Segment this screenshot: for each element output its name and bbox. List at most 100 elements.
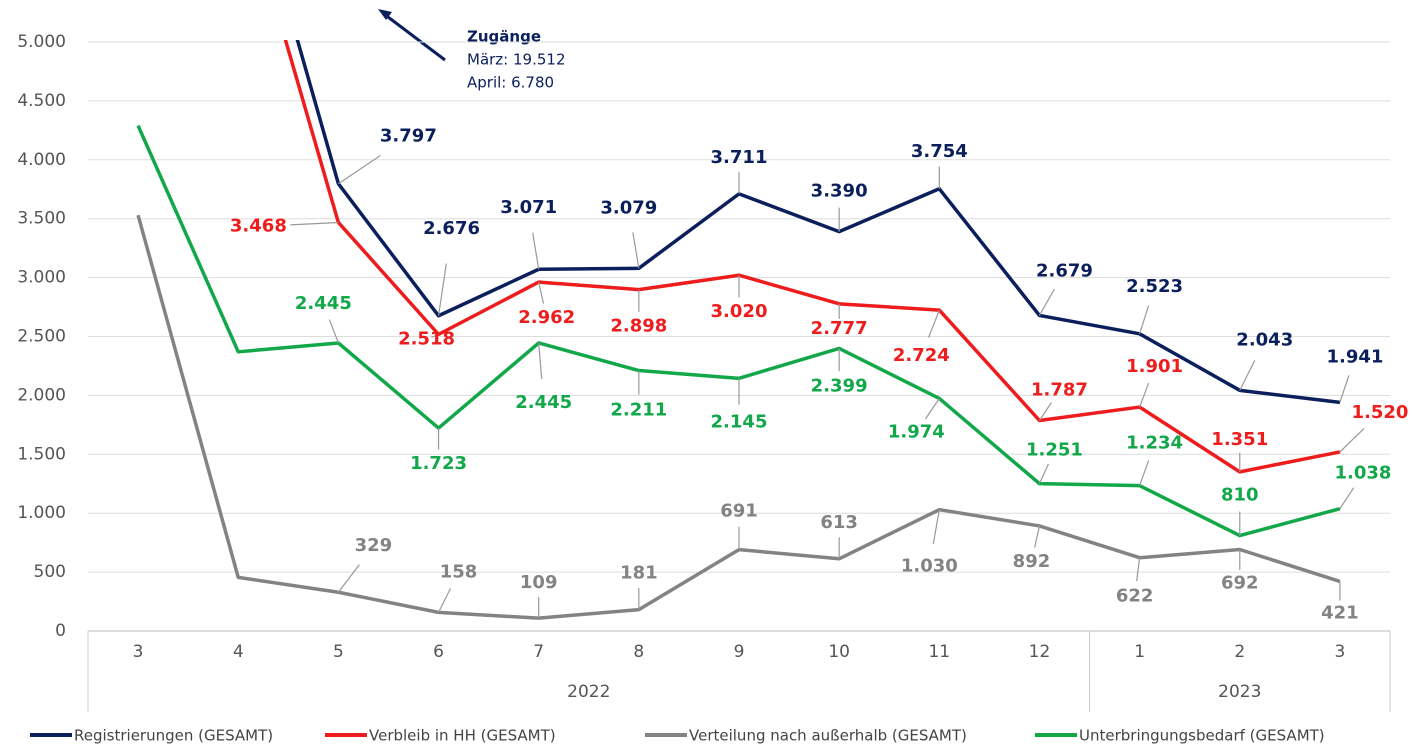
leader-line bbox=[328, 319, 339, 344]
y-tick-label: 4.500 bbox=[17, 91, 66, 111]
data-label: 1.234 bbox=[1126, 433, 1183, 454]
leader-line bbox=[337, 564, 360, 593]
annotation-arrowhead bbox=[378, 9, 392, 20]
y-tick-label: 5.000 bbox=[17, 32, 66, 52]
data-label: 2.679 bbox=[1036, 260, 1093, 281]
data-label: 3.071 bbox=[500, 197, 557, 218]
leader-line bbox=[338, 155, 381, 185]
data-label: 692 bbox=[1221, 572, 1259, 593]
data-label: 1.520 bbox=[1351, 402, 1408, 423]
data-label: 2.399 bbox=[811, 375, 868, 396]
x-tick-label: 3 bbox=[1335, 642, 1346, 662]
data-label: 3.711 bbox=[711, 147, 768, 168]
data-label: 1.901 bbox=[1126, 356, 1183, 377]
legend-label: Verteilung nach außerhalb (GESAMT) bbox=[689, 727, 967, 745]
data-label: 1.974 bbox=[888, 421, 945, 442]
x-tick-label: 1 bbox=[1134, 642, 1145, 662]
leader-line bbox=[438, 588, 452, 613]
data-label: 1.351 bbox=[1211, 429, 1268, 450]
annotation-title: Zugänge bbox=[467, 28, 541, 46]
leader-line bbox=[1239, 360, 1256, 391]
x-tick-label: 7 bbox=[533, 642, 544, 662]
data-label: 158 bbox=[440, 561, 478, 582]
leader-line bbox=[290, 221, 339, 226]
data-label: 2.145 bbox=[711, 411, 768, 432]
data-label: 1.787 bbox=[1031, 379, 1088, 400]
data-label: 181 bbox=[620, 563, 658, 584]
data-label: 2.898 bbox=[610, 316, 667, 337]
x-tick-label: 9 bbox=[734, 642, 745, 662]
x-group-label: 2022 bbox=[567, 682, 610, 702]
leader-line bbox=[431, 333, 439, 338]
legend-label: Registrierungen (GESAMT) bbox=[74, 727, 273, 745]
y-tick-label: 3.500 bbox=[17, 209, 66, 229]
annotation-line: April: 6.780 bbox=[467, 74, 554, 92]
leader-line bbox=[538, 342, 543, 380]
data-label: 1.723 bbox=[410, 453, 467, 474]
leader-line bbox=[437, 263, 447, 316]
leader-line bbox=[1038, 463, 1050, 484]
leader-line bbox=[1136, 557, 1141, 582]
x-tick-label: 11 bbox=[928, 642, 950, 662]
data-label: 1.030 bbox=[901, 556, 958, 577]
x-tick-label: 8 bbox=[633, 642, 644, 662]
data-label: 810 bbox=[1221, 485, 1259, 506]
y-tick-label: 2.500 bbox=[17, 327, 66, 347]
data-label: 691 bbox=[720, 501, 758, 522]
leader-line bbox=[532, 232, 540, 270]
leader-line bbox=[1339, 375, 1350, 403]
data-label: 2.445 bbox=[515, 392, 572, 413]
data-label: 1.251 bbox=[1026, 440, 1083, 461]
leader-line bbox=[1139, 460, 1150, 486]
data-label: 2.043 bbox=[1236, 329, 1293, 350]
data-label: 3.468 bbox=[230, 215, 287, 236]
data-label: 2.523 bbox=[1126, 276, 1183, 297]
x-group-label: 2023 bbox=[1218, 682, 1261, 702]
data-label: 892 bbox=[1013, 551, 1051, 572]
x-tick-label: 4 bbox=[233, 642, 244, 662]
data-label: 3.797 bbox=[380, 126, 437, 147]
y-tick-label: 2.000 bbox=[17, 385, 66, 405]
y-tick-label: 500 bbox=[34, 562, 66, 582]
data-label: 1.038 bbox=[1334, 463, 1391, 484]
y-tick-label: 1.000 bbox=[17, 503, 66, 523]
data-label: 2.724 bbox=[893, 345, 950, 366]
x-tick-label: 2 bbox=[1234, 642, 1245, 662]
x-tick-label: 6 bbox=[433, 642, 444, 662]
data-label: 2.962 bbox=[518, 307, 575, 328]
leader-line bbox=[925, 398, 940, 420]
data-label: 329 bbox=[355, 535, 393, 556]
legend-label: Verbleib in HH (GESAMT) bbox=[369, 727, 556, 745]
data-label: 3.754 bbox=[911, 141, 968, 162]
leader-line bbox=[1139, 305, 1150, 334]
legend-label: Unterbringungsbedarf (GESAMT) bbox=[1079, 727, 1325, 745]
x-tick-label: 3 bbox=[133, 642, 144, 662]
leader-line bbox=[538, 281, 545, 304]
annotation-arrow bbox=[383, 12, 446, 62]
data-label: 3.020 bbox=[711, 301, 768, 322]
leader-line bbox=[1339, 428, 1365, 453]
data-label: 2.445 bbox=[295, 293, 352, 314]
annotation-line: März: 19.512 bbox=[467, 51, 565, 69]
data-label: 622 bbox=[1116, 586, 1154, 607]
leader-line bbox=[1339, 487, 1355, 510]
data-label: 3.079 bbox=[600, 197, 657, 218]
x-tick-label: 12 bbox=[1029, 642, 1051, 662]
data-label: 1.941 bbox=[1326, 346, 1383, 367]
y-tick-label: 4.000 bbox=[17, 150, 66, 170]
leader-line bbox=[927, 309, 940, 338]
data-label: 421 bbox=[1321, 602, 1359, 623]
x-tick-label: 10 bbox=[828, 642, 850, 662]
leader-line bbox=[1139, 382, 1150, 408]
leader-line bbox=[632, 232, 640, 269]
leader-line bbox=[1038, 288, 1055, 316]
series-line bbox=[295, 40, 1341, 405]
y-tick-label: 3.000 bbox=[17, 268, 66, 288]
leader-line bbox=[932, 509, 940, 544]
x-tick-label: 5 bbox=[333, 642, 344, 662]
y-tick-label: 0 bbox=[55, 621, 66, 641]
data-label: 2.777 bbox=[811, 318, 868, 339]
data-label: 3.390 bbox=[811, 181, 868, 202]
data-label: 613 bbox=[820, 512, 858, 533]
